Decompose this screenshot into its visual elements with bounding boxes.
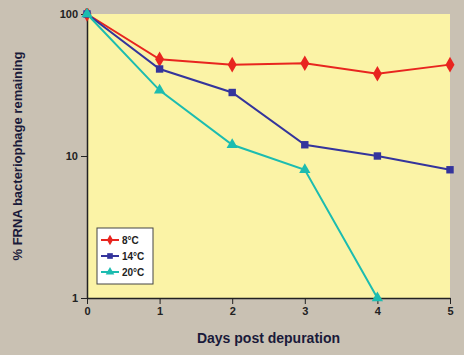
x-tick-mark bbox=[232, 298, 233, 304]
y-tick: 1 bbox=[72, 292, 87, 304]
axis-line bbox=[88, 298, 451, 300]
data-point bbox=[300, 55, 309, 71]
x-axis: 0 1 2 3 4 5 bbox=[84, 298, 453, 317]
data-point bbox=[228, 89, 235, 96]
data-point bbox=[155, 51, 164, 67]
data-point bbox=[373, 66, 382, 82]
plot bbox=[81, 8, 454, 301]
y-tick: 10 bbox=[66, 150, 87, 162]
data-point bbox=[374, 152, 381, 159]
y-axis: 1 10 100 bbox=[60, 8, 88, 304]
data-point bbox=[301, 141, 308, 148]
y-tick-label: 10 bbox=[66, 150, 78, 162]
data-point bbox=[154, 84, 165, 94]
data-point bbox=[228, 57, 237, 73]
series-line bbox=[87, 14, 450, 74]
y-tick-label: 100 bbox=[60, 8, 78, 20]
x-tick: 2 bbox=[230, 298, 236, 317]
x-tick: 1 bbox=[157, 298, 163, 317]
x-tick-label: 1 bbox=[157, 305, 163, 317]
plot-area bbox=[87, 14, 450, 298]
data-point bbox=[372, 291, 383, 301]
legend-marker bbox=[106, 267, 115, 274]
x-tick-mark bbox=[450, 298, 451, 304]
x-tick-label: 2 bbox=[230, 305, 236, 317]
x-tick-label: 5 bbox=[447, 305, 453, 317]
data-point bbox=[446, 166, 453, 173]
x-tick: 0 bbox=[84, 298, 90, 317]
data-point bbox=[446, 57, 455, 73]
series-line bbox=[87, 14, 377, 298]
x-tick-mark bbox=[305, 298, 306, 304]
y-tick-mark bbox=[81, 298, 87, 299]
y-axis-title: % FRNA bacteriophage remaining bbox=[10, 51, 25, 260]
x-tick-mark bbox=[160, 298, 161, 304]
x-tick-mark bbox=[87, 298, 88, 304]
legend-marker bbox=[107, 253, 113, 259]
chart: 012345110100Days post depuration% FRNA b… bbox=[0, 0, 464, 355]
data-point bbox=[156, 65, 163, 72]
legend-label: 14°C bbox=[122, 251, 144, 262]
legend-label: 20°C bbox=[122, 267, 144, 278]
y-tick-mark bbox=[81, 156, 87, 157]
data-point bbox=[227, 138, 238, 148]
x-tick: 3 bbox=[302, 298, 308, 317]
legend-marker bbox=[107, 235, 113, 246]
x-tick-label: 3 bbox=[302, 305, 308, 317]
x-tick: 5 bbox=[447, 298, 453, 317]
x-tick-label: 4 bbox=[375, 305, 382, 317]
data-point bbox=[81, 8, 92, 17]
x-axis-title: Days post depuration bbox=[197, 330, 340, 346]
series-line bbox=[87, 14, 450, 170]
legend-box bbox=[97, 228, 153, 284]
data-point bbox=[299, 163, 310, 173]
legend-label: 8°C bbox=[122, 235, 139, 246]
x-tick-label: 0 bbox=[84, 305, 90, 317]
legend: 8°C 14°C 20°C bbox=[97, 228, 153, 284]
y-tick-label: 1 bbox=[72, 292, 78, 304]
